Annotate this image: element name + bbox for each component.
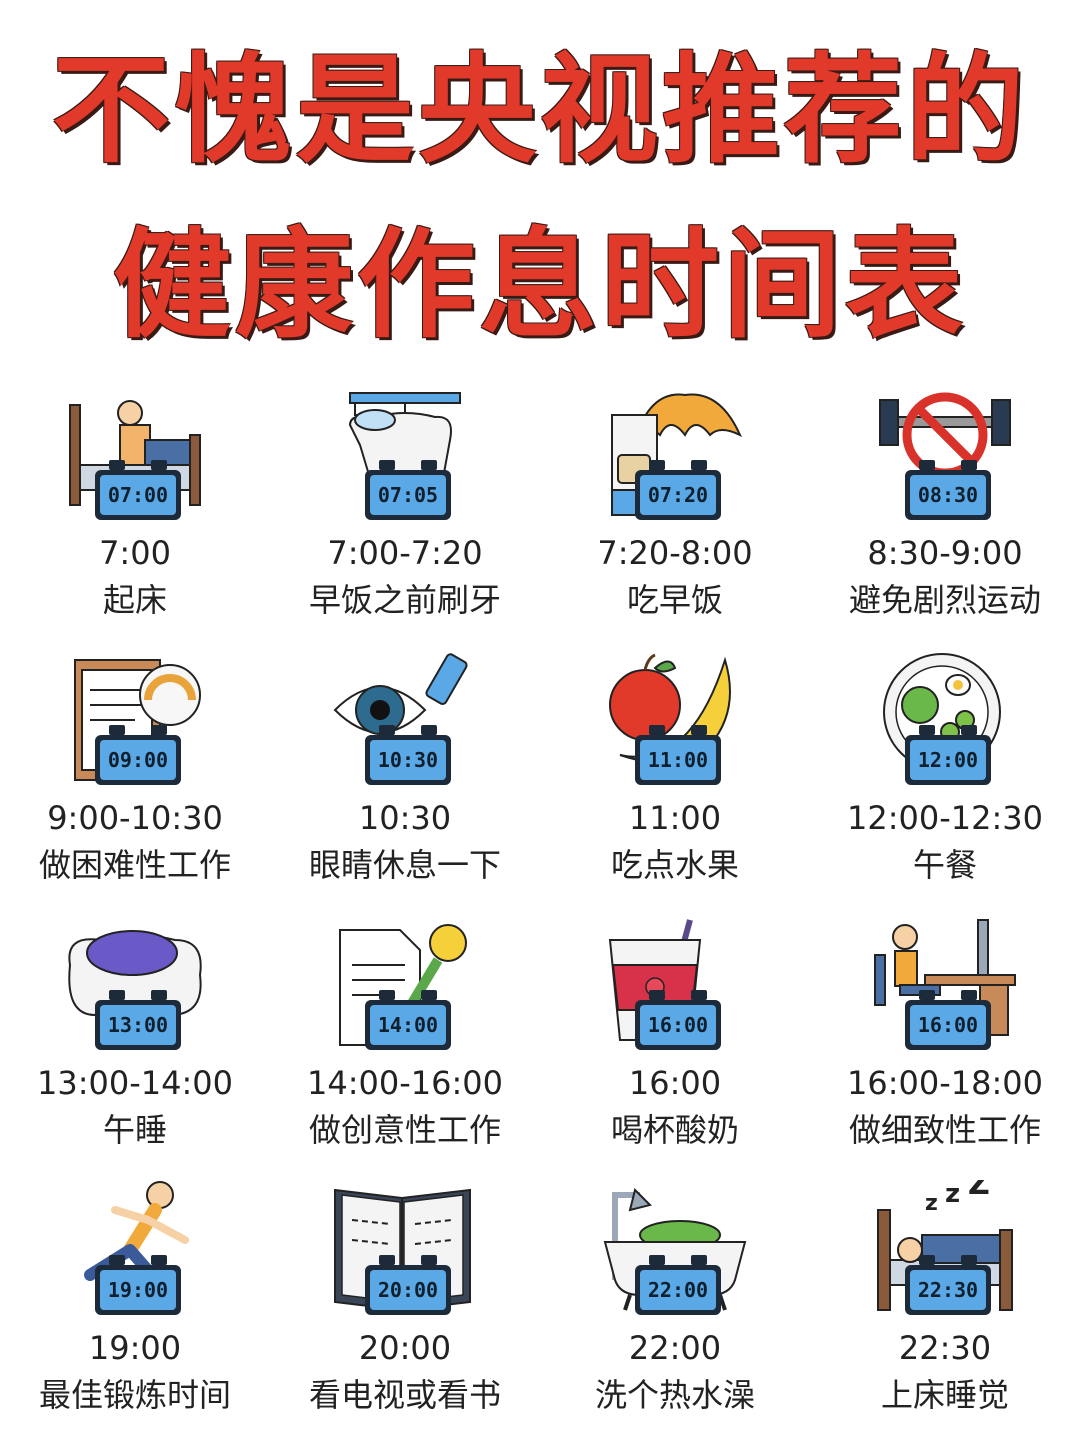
schedule-item: z z Z 22:30 22:30 上床睡觉 — [810, 1180, 1080, 1440]
schedule-item: 11:00 11:00 吃点水果 — [540, 650, 810, 910]
time-range: 7:20-8:00 — [597, 534, 753, 572]
activity-label: 看电视或看书 — [308, 1376, 501, 1414]
digital-clock: 13:00 — [95, 990, 181, 1050]
schedule-item: 22:00 22:00 洗个热水澡 — [540, 1180, 810, 1440]
time-range: 16:00-18:00 — [847, 1064, 1043, 1102]
activity-label: 做困难性工作 — [38, 846, 231, 884]
schedule-item: 08:30 8:30-9:00 避免剧烈运动 — [810, 385, 1080, 645]
activity-label: 喝杯酸奶 — [610, 1111, 739, 1149]
activity-label: 做细致性工作 — [848, 1111, 1041, 1149]
digital-clock: 07:20 — [635, 460, 721, 520]
title-line-1: 不愧是央视推荐的 — [51, 41, 1028, 179]
runner-icon — [84, 1181, 189, 1296]
time-range: 19:00 — [88, 1329, 182, 1367]
activity-label: 洗个热水澡 — [594, 1376, 755, 1414]
time-range: 22:30 — [898, 1329, 992, 1367]
digital-clock: 16:00 — [905, 990, 991, 1050]
time-range: 11:00 — [628, 799, 722, 837]
digital-clock: 10:30 — [365, 725, 451, 785]
schedule-item: 14:00 14:00-16:00 做创意性工作 — [270, 915, 540, 1175]
digital-clock: 14:00 — [365, 990, 451, 1050]
activity-label: 午睡 — [102, 1111, 167, 1149]
time-range: 20:00 — [358, 1329, 452, 1367]
time-range: 7:00 — [99, 534, 171, 572]
digital-clock: 07:00 — [95, 460, 181, 520]
time-range: 9:00-10:30 — [47, 799, 223, 837]
schedule-item: 07:05 7:00-7:20 早饭之前刷牙 — [270, 385, 540, 645]
activity-label: 做创意性工作 — [308, 1111, 501, 1149]
digital-clock: 16:00 — [635, 990, 721, 1050]
schedule-item: 13:00 13:00-14:00 午睡 — [0, 915, 270, 1175]
svg-text:z: z — [945, 1180, 960, 1209]
no-exercise-icon — [879, 392, 1011, 478]
time-range: 10:30 — [358, 799, 452, 837]
digital-clock: 19:00 — [95, 1255, 181, 1315]
activity-label: 避免剧烈运动 — [848, 581, 1041, 619]
schedule-item: 07:20 7:20-8:00 吃早饭 — [540, 385, 810, 645]
activity-label: 吃点水果 — [610, 846, 739, 884]
time-range: 16:00 — [628, 1064, 722, 1102]
title-line-2: 健康作息时间表 — [112, 216, 967, 354]
schedule-item: 16:00 16:00-18:00 做细致性工作 — [810, 915, 1080, 1175]
digital-clock: 08:30 — [905, 460, 991, 520]
schedule-item: 19:00 19:00 最佳锻炼时间 — [0, 1180, 270, 1440]
time-range: 14:00-16:00 — [307, 1064, 503, 1102]
svg-text:Z: Z — [968, 1180, 990, 1202]
digital-clock: 20:00 — [365, 1255, 451, 1315]
digital-clock: 22:00 — [635, 1255, 721, 1315]
activity-label: 午餐 — [912, 846, 977, 884]
svg-text:z: z — [925, 1191, 938, 1216]
time-range: 13:00-14:00 — [37, 1064, 233, 1102]
sleep-mask-pillow-icon — [68, 930, 202, 1021]
activity-label: 早饭之前刷牙 — [308, 581, 501, 619]
activity-label: 眼睛休息一下 — [308, 846, 501, 884]
schedule-item: 07:00 7:00 起床 — [0, 385, 270, 645]
digital-clock: 07:05 — [365, 460, 451, 520]
activity-label: 上床睡觉 — [880, 1376, 1009, 1414]
time-range: 8:30-9:00 — [867, 534, 1023, 572]
schedule-grid: 07:00 7:00 起床 07:05 7:00-7:20 早饭之前刷牙 07:… — [0, 385, 1080, 1425]
digital-clock: 12:00 — [905, 725, 991, 785]
schedule-item: 12:00 12:00-12:30 午餐 — [810, 650, 1080, 910]
activity-label: 起床 — [102, 581, 167, 619]
time-range: 12:00-12:30 — [847, 799, 1043, 837]
digital-clock: 09:00 — [95, 725, 181, 785]
eye-drops-icon — [333, 653, 468, 735]
schedule-item: 09:00 9:00-10:30 做困难性工作 — [0, 650, 270, 910]
schedule-item: 16:00 16:00 喝杯酸奶 — [540, 915, 810, 1175]
digital-clock: 22:30 — [905, 1255, 991, 1315]
time-range: 7:00-7:20 — [327, 534, 483, 572]
schedule-item: 10:30 10:30 眼睛休息一下 — [270, 650, 540, 910]
activity-label: 最佳锻炼时间 — [38, 1376, 231, 1414]
schedule-item: 20:00 20:00 看电视或看书 — [270, 1180, 540, 1440]
digital-clock: 11:00 — [635, 725, 721, 785]
time-range: 22:00 — [628, 1329, 722, 1367]
activity-label: 吃早饭 — [626, 581, 723, 619]
